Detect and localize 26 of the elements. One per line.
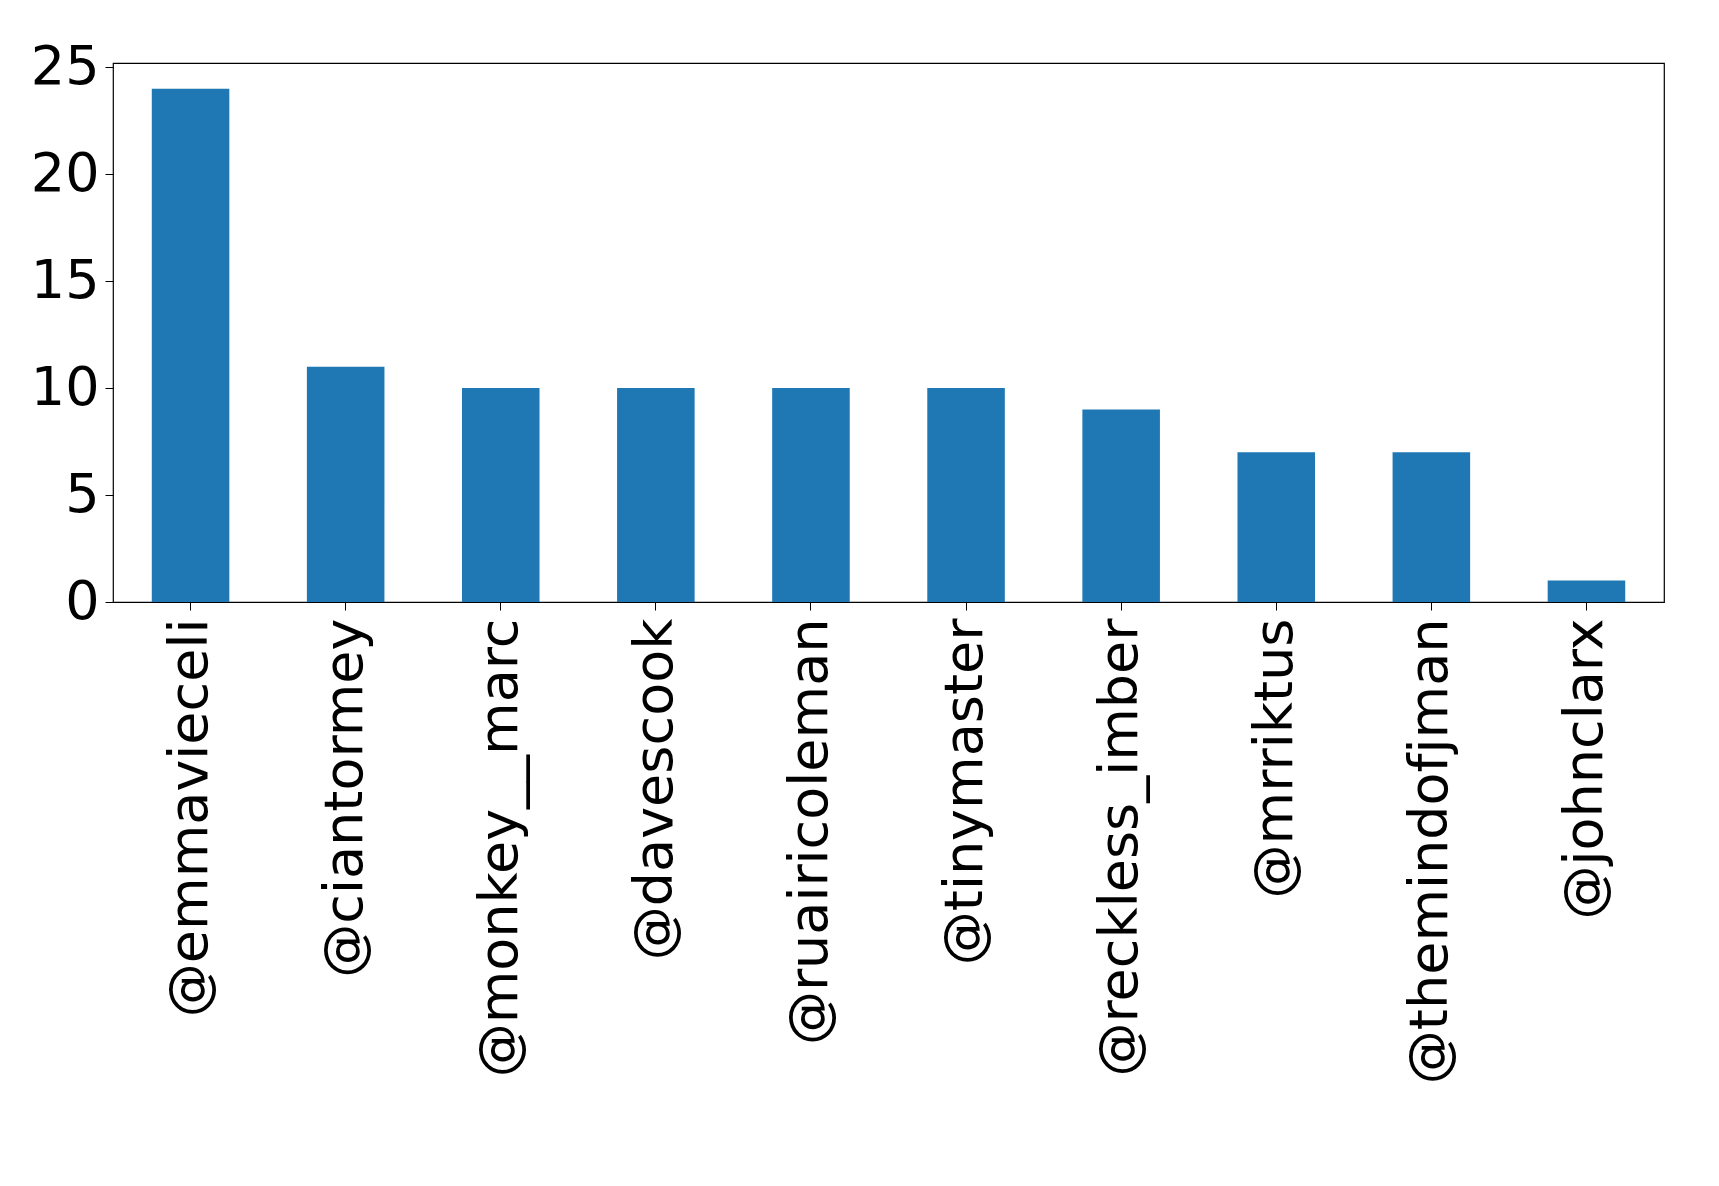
y-tick-label: 20 — [30, 140, 100, 204]
x-tick-label: @mrriktus — [1242, 618, 1306, 899]
x-tick-label: @monkey__marc — [466, 618, 530, 1078]
bar — [306, 366, 385, 602]
y-tick-label: 0 — [65, 568, 100, 632]
x-tick-label: @emmavieceli — [156, 618, 220, 1018]
bar — [151, 88, 230, 602]
y-tick-label: 25 — [30, 33, 100, 97]
x-tick-label: @themindofjman — [1397, 618, 1461, 1085]
y-tick-label: 10 — [30, 354, 100, 418]
bar — [1547, 580, 1626, 602]
x-tick-label: @tinymaster — [932, 617, 996, 966]
y-tick-label: 5 — [65, 461, 100, 525]
bar — [1082, 409, 1160, 602]
y-tick-label: 15 — [30, 247, 100, 311]
x-tick-label: @reckless_imber — [1087, 617, 1151, 1077]
x-tick-label: @ciantormey — [311, 618, 375, 978]
bar — [461, 388, 540, 602]
x-tick-label: @ruairicoleman — [776, 618, 840, 1046]
bar — [617, 388, 695, 602]
x-tick-label: @johnclarx — [1552, 618, 1616, 920]
bar — [1392, 452, 1471, 602]
bar — [1237, 452, 1316, 602]
bar — [772, 388, 850, 602]
x-tick-label: @davescook — [621, 617, 685, 961]
bar — [927, 388, 1005, 602]
